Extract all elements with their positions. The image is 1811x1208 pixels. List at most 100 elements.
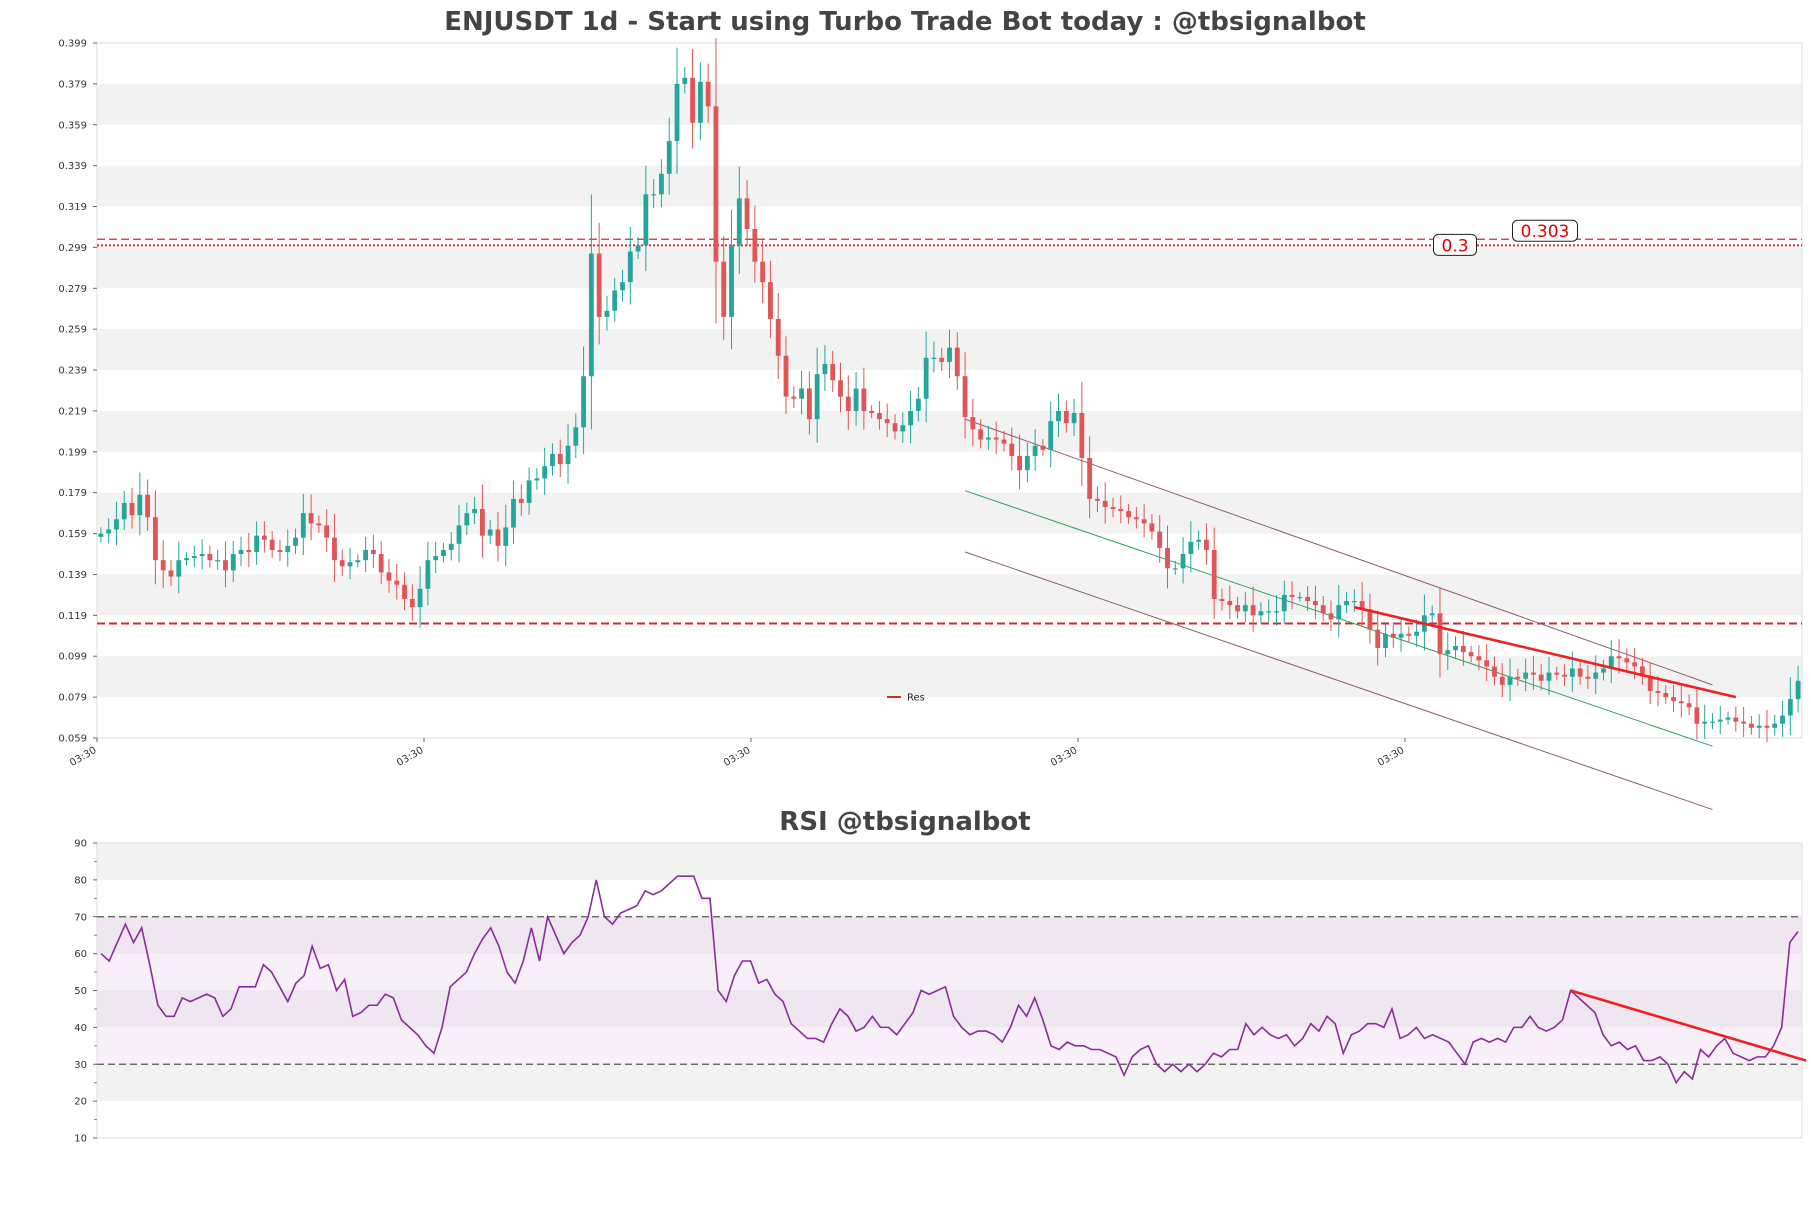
candle-body-up bbox=[565, 445, 571, 465]
price-y-tick-label: 0.279 bbox=[58, 284, 87, 295]
candle-body-up bbox=[643, 194, 649, 246]
candle-body-down bbox=[1305, 596, 1311, 602]
price-panel: 0.399 0.379 0.359 0.339 0.319 0.299 0.279 0.259… bbox=[58, 7, 1803, 811]
candle-body-up bbox=[659, 173, 664, 195]
candle-body-up bbox=[238, 549, 244, 555]
candle-body-up bbox=[1725, 717, 1731, 720]
candle-body-up bbox=[1383, 633, 1388, 649]
price-y-tick-label: 0.079 bbox=[58, 693, 87, 704]
channel-lower-line bbox=[964, 551, 1713, 811]
candle-body-down bbox=[1289, 594, 1295, 597]
price-y-tick-label: 0.239 bbox=[58, 366, 87, 377]
candle-body-up bbox=[1281, 594, 1287, 612]
candle-body-up bbox=[923, 357, 929, 399]
candle-body-up bbox=[612, 290, 618, 311]
rsi-band-white bbox=[97, 953, 1802, 991]
candle-body-down bbox=[861, 388, 867, 411]
price-y-tick-label: 0.379 bbox=[58, 79, 87, 90]
level-labels: 0.3 0.303 bbox=[1433, 219, 1578, 256]
price-x-tick-label: 03:30 bbox=[68, 745, 98, 769]
candle-body-down bbox=[1538, 674, 1544, 681]
level-label-text: 0.3 bbox=[1441, 236, 1468, 256]
candle-body-down bbox=[1328, 613, 1334, 620]
rsi-y-tick-label: 70 bbox=[74, 912, 87, 923]
candle-body-up bbox=[363, 549, 369, 561]
candle-body-down bbox=[409, 599, 415, 608]
price-band-grey bbox=[97, 410, 1802, 452]
candle-body-up bbox=[441, 549, 446, 557]
candle-body-down bbox=[1110, 507, 1116, 510]
candle-body-down bbox=[495, 529, 501, 546]
candle-body-down bbox=[1219, 599, 1225, 602]
price-y-tick-label: 0.199 bbox=[58, 447, 87, 458]
candle-body-up bbox=[573, 427, 579, 446]
candle-body-up bbox=[215, 560, 221, 562]
candle-body-down bbox=[1359, 601, 1365, 610]
candle-body-up bbox=[191, 556, 197, 559]
price-y-tick-label: 0.059 bbox=[58, 734, 87, 745]
candle-body-down bbox=[768, 282, 773, 319]
candle-body-up bbox=[254, 535, 260, 552]
candle-body-down bbox=[386, 572, 392, 581]
candle-body-up bbox=[1344, 601, 1349, 606]
legend-label-res: Res bbox=[907, 693, 925, 704]
price-y-axis: 0.399 0.379 0.359 0.339 0.319 0.299 0.279 0.259… bbox=[58, 39, 97, 745]
candle-body-down bbox=[1001, 439, 1007, 444]
candle-body-up bbox=[986, 437, 991, 440]
candle-body-down bbox=[518, 498, 524, 503]
candle-body-down bbox=[207, 554, 213, 561]
candle-body-down bbox=[806, 388, 812, 420]
candle-body-up bbox=[1445, 650, 1451, 655]
candle-body-down bbox=[775, 318, 781, 356]
candle-body-down bbox=[830, 363, 836, 381]
candle-body-down bbox=[1118, 509, 1124, 512]
candle-body-up bbox=[900, 425, 906, 432]
candle-body-up bbox=[472, 509, 478, 514]
candle-body-down bbox=[1126, 511, 1131, 518]
price-x-tick-label: 03:30 bbox=[1376, 745, 1406, 769]
candle-body-down bbox=[1678, 701, 1684, 704]
candle-body-down bbox=[1616, 656, 1622, 659]
candle-body-up bbox=[627, 251, 633, 283]
price-band-white bbox=[97, 697, 1802, 738]
candle-body-up bbox=[464, 513, 470, 526]
rsi-band-white bbox=[97, 879, 1802, 917]
candle-body-down bbox=[1484, 660, 1490, 667]
price-grid-bands bbox=[97, 43, 1802, 738]
candle-body-down bbox=[1499, 676, 1505, 685]
rsi-band-grey bbox=[97, 990, 1802, 1028]
price-y-tick-label: 0.399 bbox=[58, 39, 87, 50]
candle-body-up bbox=[1601, 668, 1606, 673]
candle-body-down bbox=[1017, 455, 1022, 471]
candle-body-down bbox=[1562, 674, 1567, 677]
price-band-grey bbox=[97, 492, 1802, 534]
candle-body-down bbox=[557, 453, 563, 465]
candle-body-down bbox=[324, 525, 330, 538]
price-y-tick-label: 0.319 bbox=[58, 202, 87, 213]
candle-body-up bbox=[526, 480, 532, 503]
candle-body-up bbox=[1274, 611, 1279, 613]
price-y-tick-label: 0.359 bbox=[58, 120, 87, 131]
candle-body-down bbox=[1733, 717, 1739, 722]
res-trendline bbox=[1354, 605, 1737, 699]
candle-body-up bbox=[1172, 568, 1178, 570]
price-y-tick-label: 0.139 bbox=[58, 570, 87, 581]
candle-body-up bbox=[581, 376, 587, 428]
candle-body-up bbox=[666, 141, 672, 174]
candle-body-up bbox=[511, 498, 516, 528]
candle-body-down bbox=[1009, 443, 1015, 456]
candle-body-down bbox=[1764, 725, 1770, 728]
candle-body-up bbox=[300, 513, 306, 538]
price-y-tick-label: 0.159 bbox=[58, 529, 87, 540]
candle-body-down bbox=[1530, 672, 1536, 675]
candle-body-down bbox=[1476, 656, 1482, 661]
candle-body-down bbox=[705, 81, 711, 107]
candle-body-down bbox=[1632, 662, 1638, 667]
price-chart-title: ENJUSDT 1d - Start using Turbo Trade Bot… bbox=[444, 7, 1366, 37]
candle-body-up bbox=[1546, 672, 1552, 681]
candle-body-up bbox=[931, 357, 937, 359]
rsi-band-grey bbox=[97, 916, 1802, 954]
candle-body-down bbox=[1141, 519, 1147, 524]
price-band-grey bbox=[97, 83, 1802, 125]
candle-body-down bbox=[962, 376, 968, 418]
